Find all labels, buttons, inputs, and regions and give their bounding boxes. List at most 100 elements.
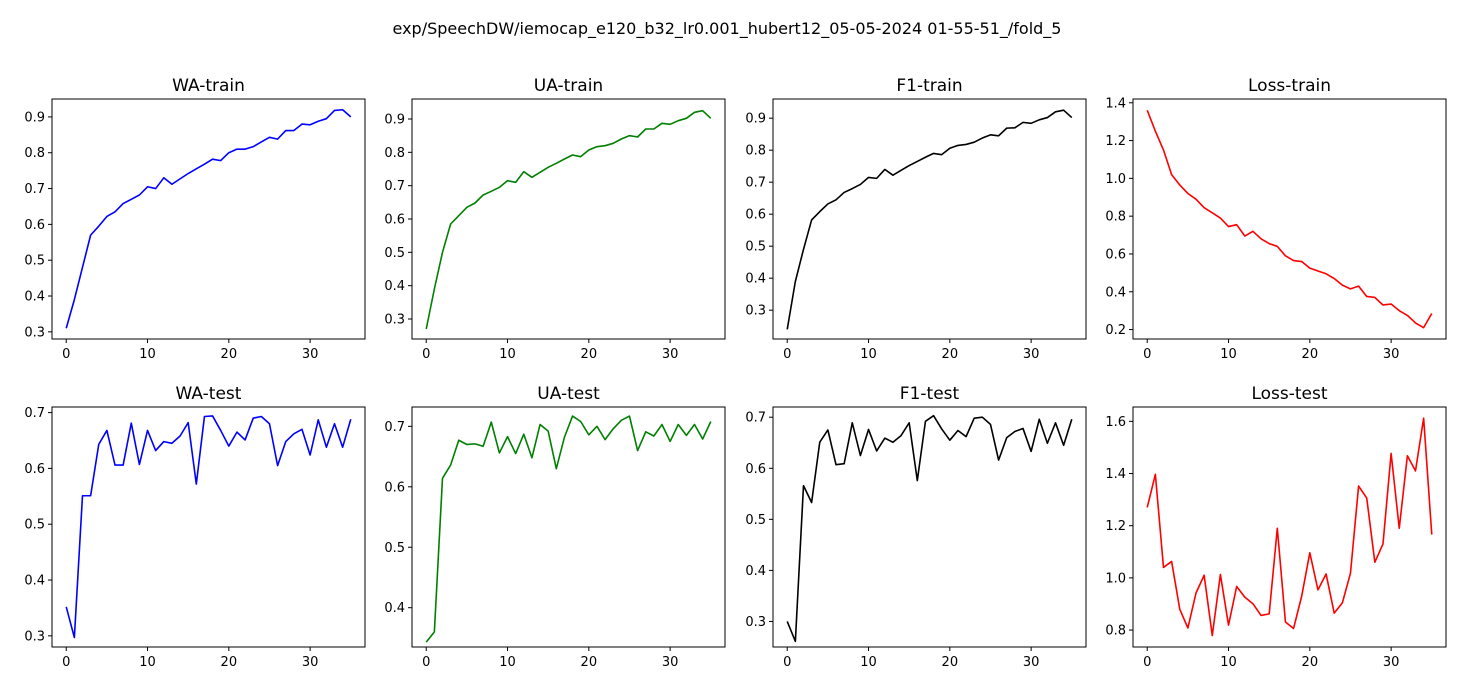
- series-line: [1146, 110, 1433, 329]
- x-tick-label: 10: [139, 655, 156, 670]
- y-tick-label: 0.5: [745, 240, 766, 255]
- y-tick-label: 0.6: [745, 462, 766, 477]
- x-tick-label: 30: [662, 655, 679, 670]
- y-tick-label: 0.8: [745, 144, 766, 159]
- subplot-title: UA-train: [534, 76, 603, 96]
- x-tick-label: 10: [860, 347, 877, 362]
- x-tick-label: 0: [422, 655, 430, 670]
- y-tick-label: 0.4: [24, 574, 45, 589]
- x-tick-label: 0: [1143, 655, 1151, 670]
- x-tick-label: 10: [499, 655, 516, 670]
- axes-frame: [51, 98, 366, 340]
- y-tick-label: 0.6: [384, 480, 405, 495]
- x-tick-label: 20: [581, 347, 598, 362]
- subplot-title: Loss-train: [1248, 76, 1331, 96]
- axes-frame: [1132, 406, 1447, 648]
- y-tick-label: 1.4: [1105, 96, 1126, 111]
- subplot-wa-train: WA-train 0.3 0.4 0.5 0.6 0.7 0.8 0.9 0 10 20 30: [24, 76, 366, 362]
- x-tick-label: 0: [62, 347, 70, 362]
- x-tick-label: 0: [783, 655, 791, 670]
- x-tick-label: 30: [302, 655, 319, 670]
- y-tick-label: 0.8: [1105, 624, 1126, 639]
- y-tick-label: 0.3: [24, 325, 45, 340]
- x-tick-label: 10: [499, 347, 516, 362]
- y-tick-label: 0.9: [24, 110, 45, 125]
- x-tick-label: 30: [302, 347, 319, 362]
- y-tick-label: 0.4: [384, 601, 405, 616]
- y-tick-label: 0.8: [24, 146, 45, 161]
- y-tick-label: 0.8: [384, 146, 405, 161]
- x-tick-label: 0: [1143, 347, 1151, 362]
- series-line: [425, 415, 712, 643]
- subplot-loss-test: Loss-test 0.8 1.0 1.2 1.4 1.6 0 10 20 30: [1105, 384, 1447, 670]
- y-tick-label: 1.0: [1105, 172, 1126, 187]
- y-tick-label: 0.7: [384, 179, 405, 194]
- x-tick-label: 20: [942, 347, 959, 362]
- y-tick-label: 0.6: [1105, 247, 1126, 262]
- y-tick-label: 0.4: [745, 564, 766, 579]
- x-tick-label: 0: [62, 655, 70, 670]
- x-tick-label: 10: [1220, 655, 1237, 670]
- subplot-title: UA-test: [537, 384, 600, 404]
- y-tick-label: 1.4: [1105, 467, 1126, 482]
- subplot-title: Loss-test: [1251, 384, 1327, 404]
- x-tick-label: 20: [1302, 655, 1319, 670]
- subplot-f1-train: F1-train 0.3 0.4 0.5 0.6 0.7 0.8 0.9 0 10 20 30: [745, 76, 1087, 362]
- y-tick-label: 0.8: [1105, 210, 1126, 225]
- x-tick-label: 0: [422, 347, 430, 362]
- y-tick-label: 1.0: [1105, 571, 1126, 586]
- axes-frame: [772, 98, 1087, 340]
- axes-frame: [51, 406, 366, 648]
- subplot-wa-test: WA-test 0.3 0.4 0.5 0.6 0.7 0 10 20 30: [24, 384, 366, 670]
- series-line: [425, 109, 712, 330]
- y-tick-label: 0.9: [384, 113, 405, 128]
- y-tick-label: 0.7: [745, 411, 766, 426]
- x-tick-label: 20: [581, 655, 598, 670]
- y-tick-label: 0.3: [745, 615, 766, 630]
- y-tick-label: 0.6: [24, 218, 45, 233]
- subplot-title: F1-train: [896, 76, 962, 96]
- y-tick-label: 0.7: [384, 420, 405, 435]
- axes-frame: [1132, 98, 1447, 340]
- x-tick-label: 10: [860, 655, 877, 670]
- subplot-title: WA-test: [176, 384, 242, 404]
- y-tick-label: 0.5: [384, 541, 405, 556]
- y-tick-label: 0.4: [745, 272, 766, 287]
- y-tick-label: 0.3: [384, 313, 405, 328]
- y-tick-label: 0.5: [24, 254, 45, 269]
- y-tick-label: 0.4: [1105, 285, 1126, 300]
- subplot-title: WA-train: [172, 76, 245, 96]
- x-tick-label: 20: [221, 347, 238, 362]
- x-tick-label: 0: [783, 347, 791, 362]
- y-tick-label: 0.5: [24, 518, 45, 533]
- y-tick-label: 0.7: [745, 176, 766, 191]
- y-tick-label: 0.7: [24, 406, 45, 421]
- x-tick-label: 30: [1023, 347, 1040, 362]
- axes-frame: [772, 406, 1087, 648]
- y-tick-label: 0.5: [745, 513, 766, 528]
- subplot-title: F1-test: [900, 384, 960, 404]
- y-tick-label: 0.6: [384, 213, 405, 228]
- figure-suptitle: exp/SpeechDW/iemocap_e120_b32_lr0.001_hu…: [393, 19, 1062, 39]
- x-tick-label: 10: [1220, 347, 1237, 362]
- axes-frame: [411, 406, 726, 648]
- y-tick-label: 0.4: [384, 279, 405, 294]
- y-tick-label: 0.3: [745, 304, 766, 319]
- series-line: [786, 414, 1073, 643]
- series-line: [1146, 417, 1433, 637]
- axes-frame: [411, 98, 726, 340]
- x-tick-label: 30: [1383, 655, 1400, 670]
- x-tick-label: 20: [1302, 347, 1319, 362]
- x-tick-label: 30: [1023, 655, 1040, 670]
- y-tick-label: 0.9: [745, 112, 766, 127]
- subplot-ua-test: UA-test 0.4 0.5 0.6 0.7 0 10 20 30: [384, 384, 726, 670]
- subplot-f1-test: F1-test 0.3 0.4 0.5 0.6 0.7 0 10 20 30: [745, 384, 1087, 670]
- y-tick-label: 0.6: [745, 208, 766, 223]
- y-tick-label: 0.7: [24, 182, 45, 197]
- x-tick-label: 20: [942, 655, 959, 670]
- y-tick-label: 0.5: [384, 246, 405, 261]
- subplot-loss-train: Loss-train 0.2 0.4 0.6 0.8 1.0 1.2 1.4 0 10 20 30: [1105, 76, 1447, 362]
- series-line: [786, 109, 1073, 330]
- series-line: [65, 108, 352, 329]
